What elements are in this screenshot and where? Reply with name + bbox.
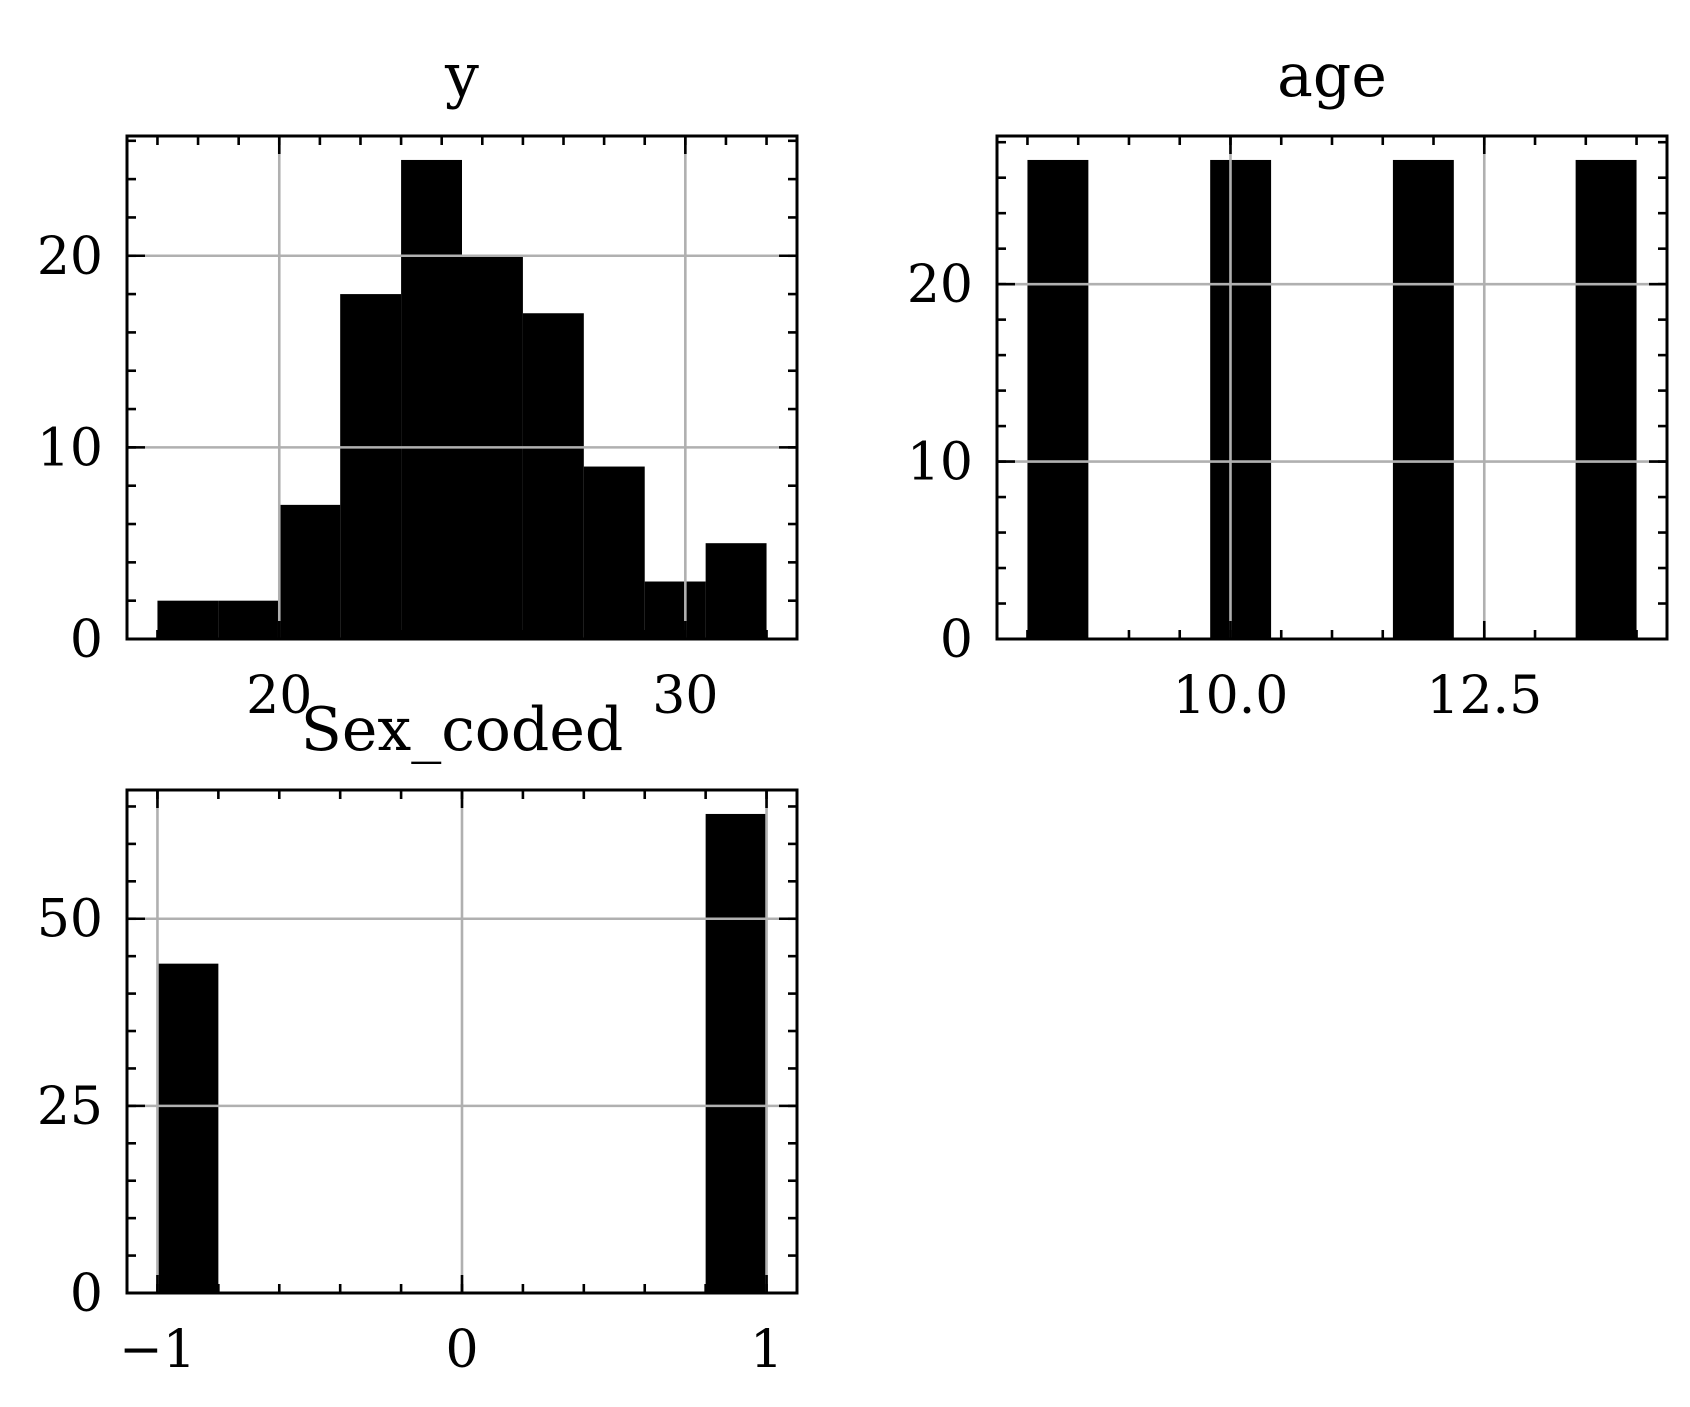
histogram-bar — [522, 313, 584, 639]
panel-title: Sex_coded — [301, 695, 624, 765]
histogram-bar — [218, 600, 280, 639]
y-tick-label: 20 — [907, 255, 973, 315]
panel-y: y 20 30 0 10 20 — [37, 41, 799, 726]
histogram-bar — [1575, 159, 1637, 639]
x-tick-label: 1 — [750, 1320, 783, 1380]
x-tick-label: −1 — [119, 1320, 196, 1380]
histogram-bar — [1027, 159, 1089, 639]
x-tick-label: 12.5 — [1426, 666, 1542, 726]
panel-title: age — [1277, 41, 1387, 111]
y-tick-label: 10 — [907, 433, 973, 493]
x-tick-label: 0 — [445, 1320, 478, 1380]
panel-age: age 10.0 12.5 0 10 20 — [907, 41, 1669, 726]
axes-frame — [125, 134, 799, 641]
histogram-bar — [1210, 159, 1272, 639]
panel-sex-coded: Sex_coded −1 0 1 0 25 50 — [37, 695, 799, 1380]
y-tick-label: 0 — [70, 1264, 103, 1324]
y-tick-label: 20 — [37, 227, 103, 287]
y-tick-label: 0 — [70, 610, 103, 670]
x-tick-label: 30 — [652, 666, 718, 726]
histogram-bar — [157, 600, 219, 639]
histogram-bar — [340, 294, 402, 639]
x-tick-label: 10.0 — [1173, 666, 1289, 726]
histogram-bar — [705, 813, 767, 1293]
y-tick-label: 50 — [37, 890, 103, 950]
y-tick-label: 25 — [37, 1077, 103, 1137]
histogram-bar — [705, 543, 767, 639]
y-tick-label: 0 — [940, 610, 973, 670]
panel-title: y — [444, 41, 479, 111]
axes-frame — [995, 134, 1669, 641]
histogram-bar — [279, 504, 341, 639]
histogram-bar — [583, 466, 645, 639]
histogram-bar — [401, 159, 462, 639]
histogram-bar — [157, 963, 219, 1293]
histogram-bar — [644, 581, 706, 639]
histogram-bar — [1392, 159, 1454, 639]
x-tick-label: 20 — [246, 666, 312, 726]
y-tick-label: 10 — [37, 418, 103, 478]
